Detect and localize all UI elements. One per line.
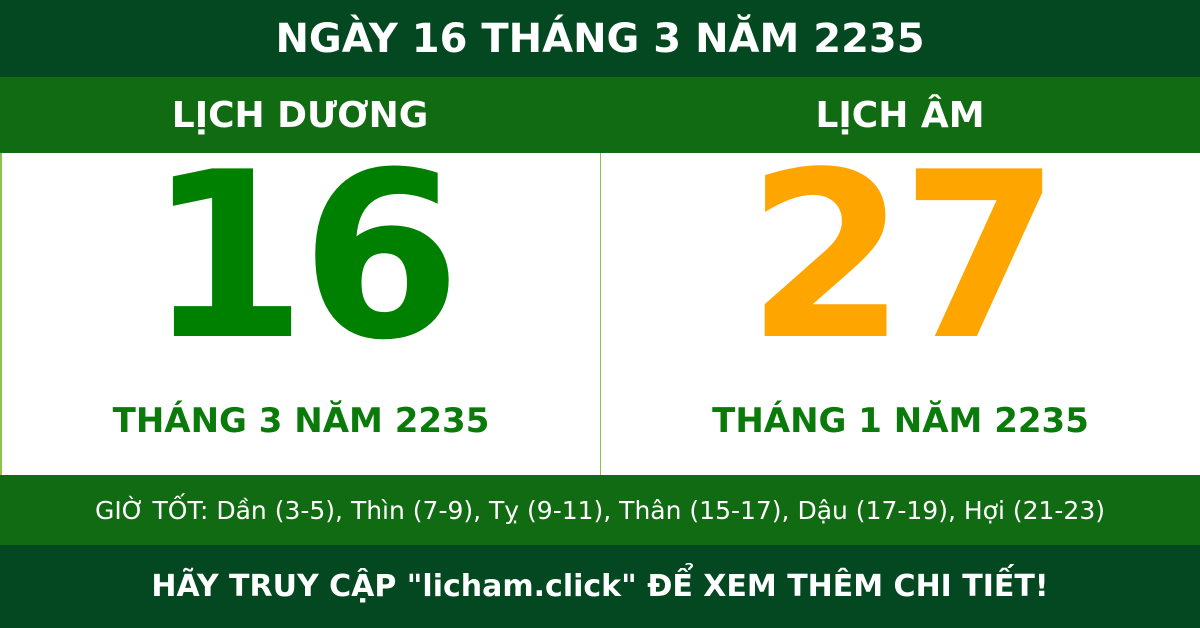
lunar-calendar-label: LỊCH ÂM [815, 94, 985, 136]
solar-calendar-label: LỊCH DƯƠNG [171, 94, 429, 136]
solar-panel: 16 THÁNG 3 NĂM 2235 [2, 143, 601, 475]
lunar-panel: 27 THÁNG 1 NĂM 2235 [601, 143, 1200, 475]
footer-cta: HÃY TRUY CẬP "licham.click" ĐỂ XEM THÊM … [0, 545, 1200, 628]
solar-day: 16 [146, 124, 461, 391]
calendar-headers: LỊCH DƯƠNG LỊCH ÂM [0, 77, 1200, 153]
lunar-month-year: THÁNG 1 NĂM 2235 [712, 401, 1089, 441]
lunar-day: 27 [746, 124, 1060, 391]
good-hours: GIỜ TỐT: Dần (3-5), Thìn (7-9), Tỵ (9-11… [0, 475, 1200, 545]
calendar-body: 16 THÁNG 3 NĂM 2235 27 THÁNG 1 NĂM 2235 [0, 143, 1200, 475]
page-title: NGÀY 16 THÁNG 3 NĂM 2235 [0, 0, 1200, 77]
solar-month-year: THÁNG 3 NĂM 2235 [112, 401, 490, 441]
